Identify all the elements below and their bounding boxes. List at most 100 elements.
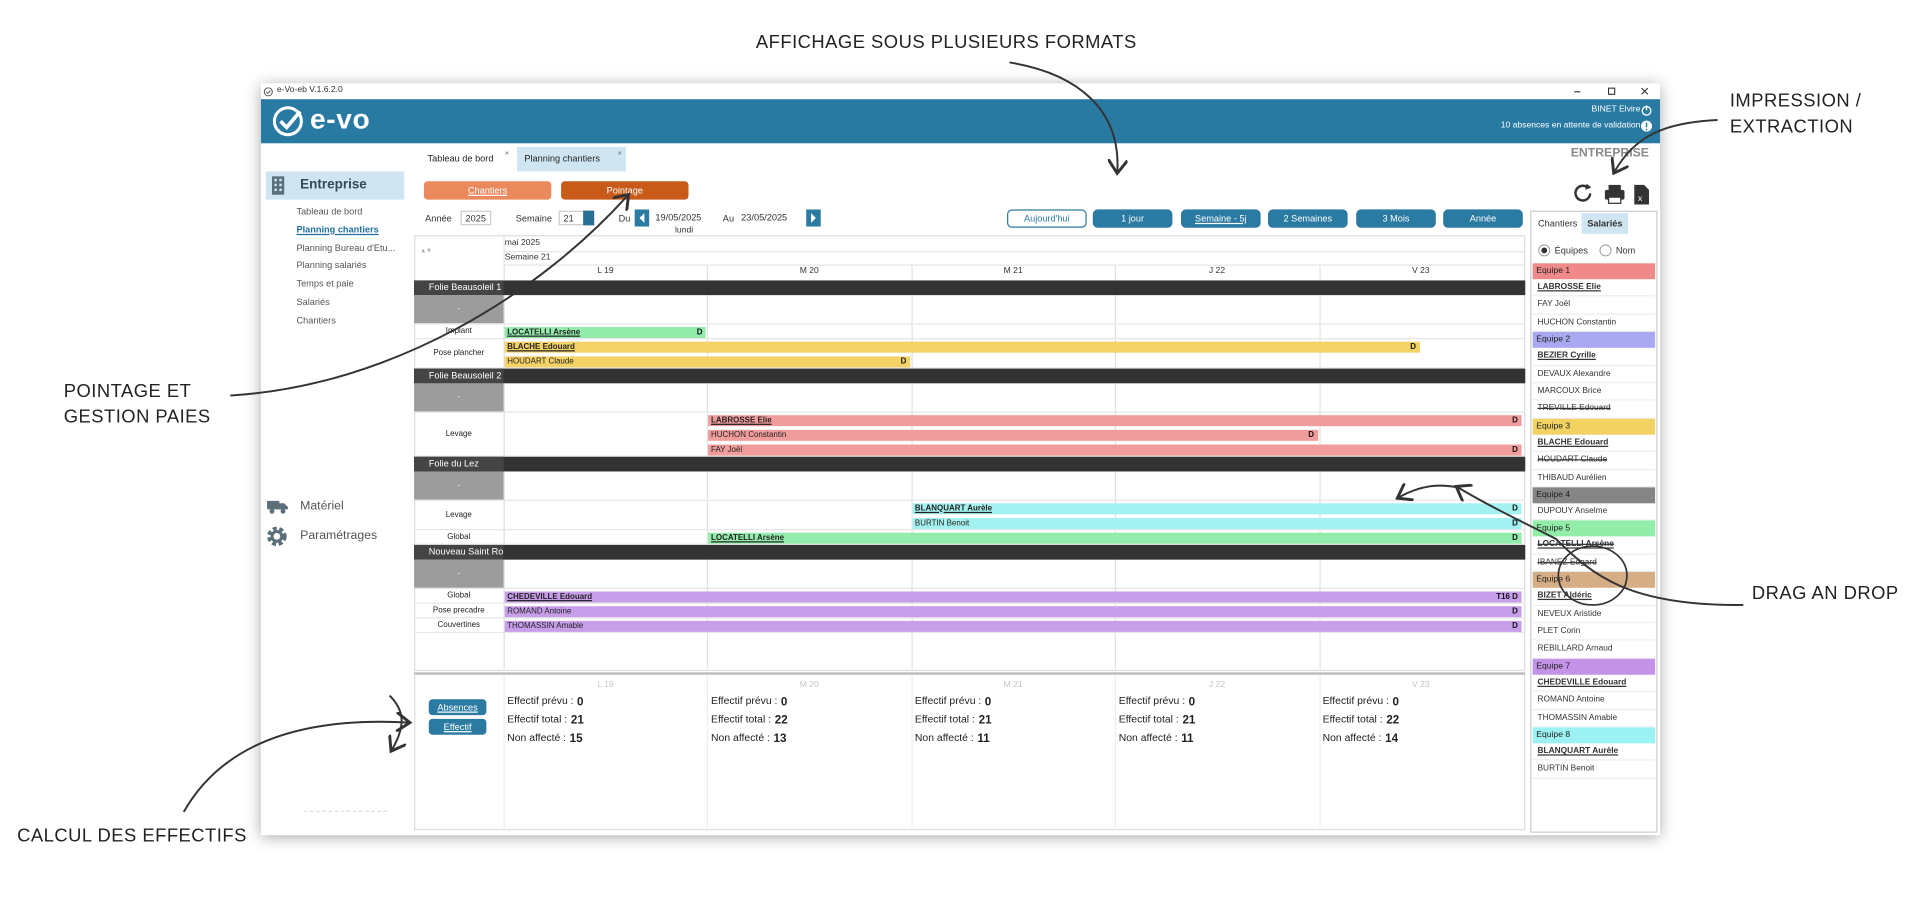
sidebar-item[interactable]: Salariés [296, 296, 330, 308]
mode-button[interactable]: Chantiers [423, 181, 552, 200]
assignment-bar[interactable]: LOCATELLI Arsène D [708, 532, 1522, 544]
assignment-flag: D [1308, 430, 1315, 440]
team-member[interactable]: THIBAUD Aurélien [1532, 470, 1656, 488]
summary-line: Non affecté :11 [1119, 731, 1303, 747]
assignment-bar[interactable]: ROMAND Antoine D [504, 605, 1522, 617]
summary-value: 0 [984, 695, 992, 710]
sidebar-module[interactable]: Paramétrages [300, 529, 378, 543]
team-header: Equipe 7 [1532, 658, 1656, 675]
summary-label: Effectif total : [507, 712, 568, 725]
view-button[interactable]: Semaine - 5j [1180, 209, 1261, 228]
view-button[interactable]: Année [1443, 209, 1523, 228]
summary-value: 11 [977, 732, 990, 746]
assignment-bar[interactable]: THOMASSIN Amable D [504, 620, 1522, 632]
sidebar-item[interactable]: Tableau de bord [296, 205, 363, 217]
sidebar-item[interactable]: Planning Bureau d'Etu... [296, 241, 396, 253]
sidebar-item[interactable]: Chantiers [296, 314, 336, 326]
sidebar-item[interactable]: Temps et paie [296, 278, 354, 290]
summary-line: Effectif total :22 [1323, 713, 1507, 729]
view-button[interactable]: 1 jour [1092, 209, 1173, 228]
team-member[interactable]: CHEDEVILLE Edouard [1532, 675, 1656, 693]
assignment-bar[interactable]: BURTIN Benoit D [912, 517, 1522, 529]
team-member[interactable]: ROMAND Antoine [1532, 692, 1656, 710]
summary-label: Effectif total : [1322, 712, 1383, 725]
radio-label[interactable]: Nom [1615, 244, 1636, 256]
assignment-bar[interactable]: HUCHON Constantin D [708, 429, 1318, 441]
summary-line: Non affecté :14 [1323, 731, 1507, 747]
date-to[interactable]: 23/05/2025 [741, 211, 788, 223]
summary-label: Effectif prévu : [711, 694, 778, 707]
team-member[interactable]: TREVILLE Edouard [1532, 401, 1656, 419]
assignment-bar[interactable]: FAY Joël D [708, 443, 1522, 455]
annotation: AFFICHAGE SOUS PLUSIEURS FORMATS [755, 31, 1137, 53]
site-row [414, 280, 1526, 296]
month-label: mai 2025 [504, 238, 541, 248]
radio-label[interactable]: Équipes [1554, 244, 1588, 256]
view-button[interactable]: 2 Semaines [1267, 209, 1348, 228]
assignment-bar[interactable]: CHEDEVILLE Edouard T16 D [504, 590, 1522, 602]
team-member[interactable]: BLACHE Edouard [1532, 434, 1656, 453]
summary-line: Effectif total :21 [915, 713, 1099, 729]
team-member[interactable]: HUCHON Constantin [1532, 314, 1656, 333]
team-member[interactable]: HOUDART Claude [1532, 452, 1656, 470]
assignment-bar[interactable]: LOCATELLI Arsène D [504, 326, 707, 338]
summary-day-header: M 20 [799, 680, 819, 690]
summary-line: Effectif total :21 [1119, 713, 1303, 729]
day-header: M 20 [799, 266, 819, 276]
sidebar-module[interactable]: Matériel [300, 499, 344, 514]
summary-button[interactable]: Absences [428, 699, 487, 716]
row-label: Levage [445, 429, 472, 439]
collapse-icons: ▴ ▾ [421, 247, 431, 255]
sidebar-item[interactable]: Planning salariés [296, 260, 367, 272]
team-member[interactable]: PLET Corin [1532, 623, 1656, 641]
staff-tab[interactable]: Chantiers [1538, 217, 1578, 230]
view-button[interactable]: Aujourd'hui [1007, 209, 1087, 228]
assignment-bar[interactable]: HOUDART Claude D [504, 355, 911, 367]
team-member[interactable]: BURTIN Benoit [1532, 761, 1656, 779]
team-member[interactable]: LABROSSE Elie [1532, 279, 1656, 297]
assignment-bar[interactable]: LABROSSE Elie D [708, 414, 1522, 426]
power-icon [1641, 105, 1652, 116]
team-member[interactable]: IBANEZ Edgard [1532, 554, 1656, 573]
site-row [414, 544, 1526, 560]
year-input[interactable]: 2025 [460, 210, 492, 226]
summary-column-line [1318, 674, 1321, 831]
summary-value: 11 [1181, 732, 1194, 746]
tab[interactable]: Tableau de bord × [420, 147, 513, 171]
team-member[interactable]: BLANQUART Aurèle [1532, 743, 1656, 761]
summary-label: Effectif total : [1118, 712, 1179, 725]
assignment-flag: D [696, 327, 703, 337]
site-name: Folie du Lez [414, 456, 504, 472]
summary-label: Non affecté : [914, 731, 974, 744]
team-member[interactable]: LOCATELLI Arsène [1532, 537, 1656, 555]
assignee-name: HOUDART Claude [507, 356, 574, 366]
team-member[interactable]: DUPOUY Anselme [1532, 503, 1656, 521]
sidebar-item[interactable]: Planning chantiers [296, 223, 379, 235]
staff-tab[interactable]: Salariés [1581, 213, 1629, 234]
date-from[interactable]: 19/05/2025 [655, 211, 702, 223]
assignment-flag: D [1512, 533, 1518, 542]
team-member[interactable]: FAY Joël [1532, 297, 1656, 315]
row-label: Couvertines [437, 620, 481, 630]
team-member[interactable]: THOMASSIN Amable [1532, 710, 1656, 728]
team-member[interactable]: DEVAUX Alexandre [1532, 366, 1656, 384]
team-member[interactable]: MARCOUX Brice [1532, 383, 1656, 401]
assignment-bar[interactable]: BLANQUART Aurèle D [912, 502, 1522, 514]
team-member[interactable]: REBILLARD Arnaud [1532, 641, 1656, 659]
row-label: Pose plancher [433, 349, 485, 358]
team-member[interactable]: BIZET Aldéric [1532, 588, 1656, 606]
view-button[interactable]: 3 Mois [1356, 209, 1436, 228]
assignment-bar[interactable]: BLACHE Edouard D [504, 341, 1420, 353]
summary-button[interactable]: Effectif [428, 718, 487, 735]
team-member[interactable]: NEVEUX Aristide [1532, 606, 1656, 624]
team-member[interactable]: BEZIER Cyrille [1532, 348, 1656, 366]
annotation: IMPRESSION / EXTRACTION [1729, 90, 1862, 138]
summary-label: Non affecté : [507, 731, 567, 744]
mode-button[interactable]: Pointage [561, 181, 689, 200]
tab-label: Tableau de bord [427, 153, 494, 165]
gear-icon [267, 526, 287, 547]
summary-label: Effectif prévu : [507, 694, 574, 707]
tab[interactable]: Planning chantiers × [516, 146, 627, 172]
